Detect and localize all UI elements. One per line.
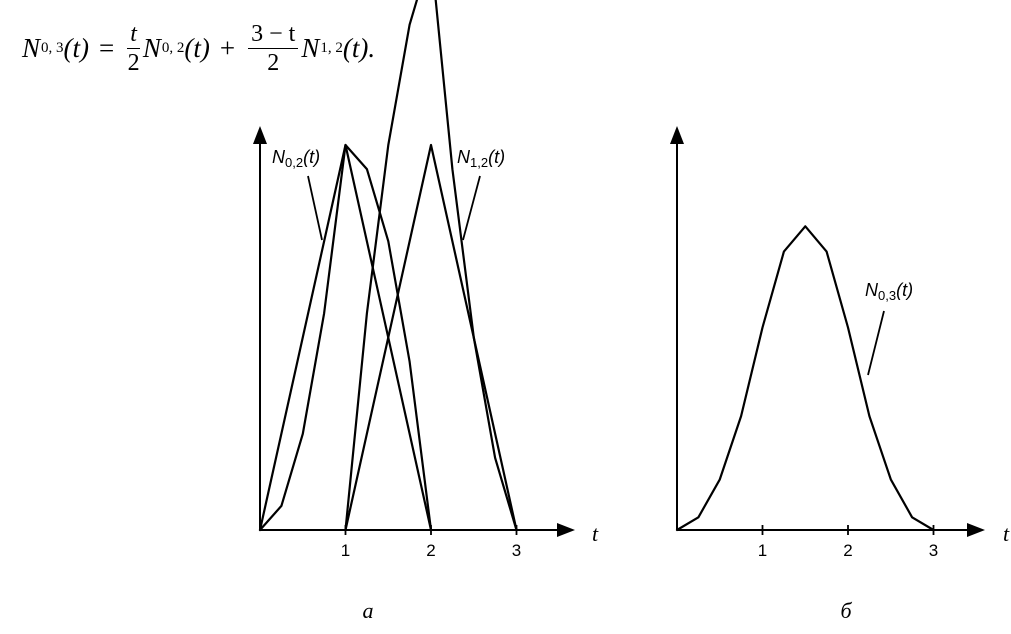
formula-fraction-2-denominator: 2	[267, 49, 280, 76]
formula-fraction-2-numerator: 3 − t	[248, 22, 299, 49]
formula-fraction-1-numerator: t	[127, 22, 140, 49]
formula-term2-arg: (t).	[342, 32, 376, 63]
formula-lhs-arg: (t)	[63, 32, 89, 63]
chart-panel-2: 1 2 3 t N0,3(t) б	[670, 126, 1010, 623]
curve-label-leader	[307, 175, 323, 241]
formula-fraction-2: 3 − t 2	[248, 22, 299, 76]
panel-label: б	[840, 598, 852, 623]
series-line-4	[344, 0, 518, 532]
x-axis-label: t	[592, 521, 599, 546]
x-tick-label: 3	[929, 541, 938, 560]
formula-lhs-symbol: N	[22, 32, 41, 63]
series-line-1	[675, 225, 935, 532]
y-axis-arrow	[253, 126, 267, 144]
curve-label: N0,2(t)	[272, 147, 320, 170]
formula-term2-symbol: N	[301, 32, 320, 63]
formula-fraction-1-denominator: 2	[127, 49, 140, 76]
curve-label-leader	[867, 310, 885, 376]
curve-label-leader	[462, 175, 481, 241]
formula-lhs-sub: 0, 3	[41, 39, 64, 56]
x-tick-label: 1	[341, 541, 350, 560]
formula-term2-sub: 1, 2	[320, 39, 343, 56]
x-axis-arrow	[967, 523, 985, 537]
formula-fraction-1: t 2	[127, 22, 140, 75]
formula-term1-arg: (t)	[184, 32, 210, 63]
series-line-3	[258, 143, 433, 532]
curve-label: N1,2(t)	[457, 147, 505, 170]
chart-panel-1: 1 2 3 t N0,2(t) N1,2(t) а	[253, 0, 599, 623]
x-axis-arrow	[557, 523, 575, 537]
formula-term1-sub: 0, 2	[161, 39, 185, 56]
x-tick-label: 2	[426, 541, 435, 560]
x-tick-label: 2	[843, 541, 852, 560]
formula-equals: =	[99, 32, 115, 63]
formula: N 0, 3 (t) = t 2 N 0, 2 (t) + 3 − t 2 N 1, …	[22, 18, 375, 78]
y-axis-arrow	[670, 126, 684, 144]
formula-term1-symbol: N	[142, 32, 161, 63]
panel-label: а	[363, 598, 374, 623]
series-line-2	[344, 143, 518, 532]
formula-plus: +	[219, 32, 236, 63]
curve-label: N0,3(t)	[865, 280, 913, 303]
x-tick-label: 3	[512, 541, 521, 560]
x-axis-label: t	[1003, 521, 1010, 546]
x-tick-label: 1	[758, 541, 767, 560]
